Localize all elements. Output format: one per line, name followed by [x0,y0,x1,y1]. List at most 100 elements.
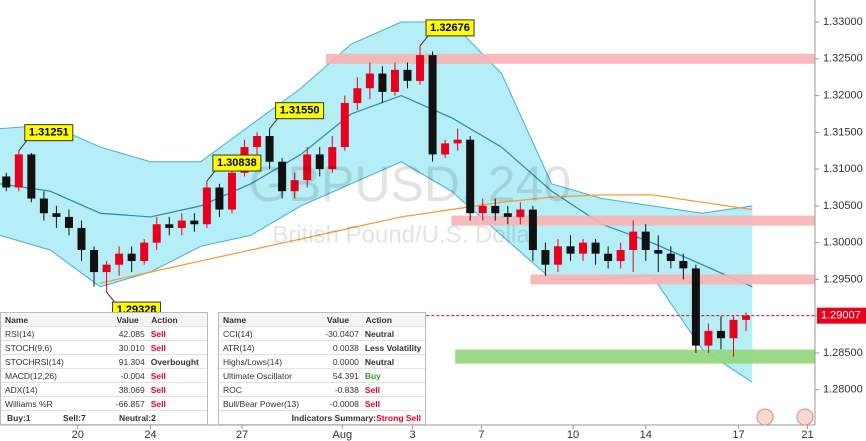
level-zone [455,349,815,364]
x-tick-label: 20 [72,429,84,441]
y-tick-label: 1.32000 [823,89,863,101]
candle-body [416,55,425,81]
y-tick-label: 1.29500 [823,273,863,285]
candle-body [353,88,362,103]
candle-body [253,136,262,148]
candle-body [2,176,11,188]
indicator-value: 0.0000 [332,356,359,367]
candle-body [666,253,675,262]
candle-body [654,250,663,254]
level-zone [326,53,815,64]
x-tick-label: Aug [333,429,353,441]
last-price-box [817,307,866,324]
summary-label: Indicators Summary: [291,412,377,423]
table-header: Name Value Action [219,313,425,327]
indicator-action: Overbought [150,356,199,367]
indicator-name: Ultimate Oscillator [223,370,292,381]
candle-body [77,227,86,250]
candle-body [503,213,512,217]
annotation-box [24,124,74,142]
y-tick-label: 1.30500 [823,200,863,212]
table-row: CCI(14) -30.0407 Neutral [219,327,425,341]
candle-body [378,73,387,92]
indicator-value: -0.0008 [330,398,359,409]
indicator-action: Sell [150,384,166,395]
candle-body [303,154,312,181]
candle-body [190,220,199,225]
indicator-table: Name Value Action CCI(14) -30.0407 Neutral ATR… [218,312,426,425]
indicator-action: Sell [150,398,166,409]
indicator-name: Williams %R [5,398,53,409]
table-row: MACD(12,26) -0.004 Sell [1,369,207,383]
annotation-pointer [419,35,429,47]
watermark-title: GBPUSD, 240 [249,156,571,212]
x-tick-label: 21 [801,429,813,441]
indicator-name: ATR(14) [223,342,255,353]
indicator-name: STOCH(9,6) [5,342,53,353]
indicator-value: -30.0407 [325,328,359,339]
candle-body [466,139,475,214]
column-header: Name [5,314,29,325]
candle-body [478,205,487,214]
table-row: Bull/Bear Power(13) -0.0008 Sell [219,397,425,411]
candle-body [691,268,700,346]
candle-body [165,224,174,228]
indicator-action: Sell [150,328,166,339]
candle-body [127,253,136,262]
indicator-action: Sell [364,398,380,409]
column-header: Action [151,314,178,325]
candle-body [290,180,299,192]
indicator-action: Less Volatility [364,342,422,353]
summary-count: Buy:1 [7,412,31,423]
table-header: Name Value Action [1,313,207,327]
annotation-label: 1.30838 [217,157,257,169]
candle-body [453,139,462,144]
summary-count: Neutral:2 [119,412,156,423]
column-header: Name [223,314,247,325]
table-row: Highs/Lows(14) 0.0000 Neutral [219,355,425,369]
indicator-action: Neutral [364,328,395,339]
candle-body [579,242,588,254]
candle-body [704,330,713,346]
column-header: Value [326,314,350,325]
x-tick-label: 17 [732,429,744,441]
table-summary: Buy:1 Sell:7 Neutral:2 [1,411,207,424]
indicator-value: 54.391 [332,370,359,381]
annotation-pointer [18,140,28,151]
y-tick-label: 1.28500 [823,347,863,359]
watermark-subtitle: British Pound/U.S. Dollar [272,221,537,248]
indicator-value: 30.010 [118,342,145,353]
candle-body [14,154,23,188]
y-tick-label: 1.32500 [823,53,863,65]
indicator-action: Sell [150,370,166,381]
indicator-value: 38.069 [118,384,145,395]
level-zone [530,274,815,285]
indicator-action: Neutral [364,356,395,367]
indicator-table: Name Value Action RSI(14) 42.085 Sell STOCH(9,… [0,312,208,425]
annotation-pointer [106,291,115,303]
indicator-name: CCI(14) [223,328,253,339]
band-layer [0,21,753,383]
table-row: Ultimate Oscillator 54.391 Buy [219,369,425,383]
candle-body [441,143,450,155]
candle-body [629,231,638,250]
indicator-name: STOCHRSI(14) [5,356,64,367]
indicator-name: RSI(14) [5,328,35,339]
indicator-name: MACD(12,26) [5,370,57,381]
table-row: Williams %R -66.857 Sell [1,397,207,411]
x-tick-label: 7 [478,429,484,441]
summary-count: Sell:7 [63,412,86,423]
candle-body [52,213,61,217]
candle-body [140,242,149,262]
x-tick-label: 14 [640,429,652,441]
table-row: STOCHRSI(14) 91.304 Overbought [1,355,207,369]
x-tick-label: 10 [567,429,579,441]
candle-body [90,250,99,273]
x-tick-label: 24 [144,429,156,441]
indicator-action: Buy [364,370,381,381]
indicator-name: Highs/Lows(14) [223,356,283,367]
indicator-value: -0.838 [334,384,359,395]
candle-body [553,246,562,265]
annotation-label: 1.32676 [430,22,470,34]
candle-body [604,253,613,262]
